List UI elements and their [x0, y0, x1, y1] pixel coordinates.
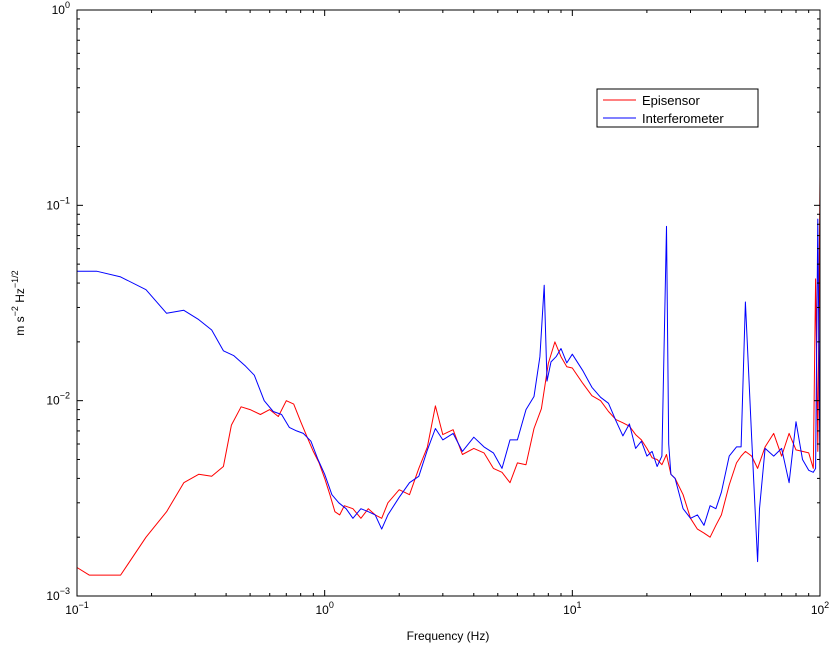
- x-tick-label-exp: −1: [79, 600, 89, 610]
- x-axis-label: Frequency (Hz): [407, 629, 490, 643]
- x-tick-label: 100: [315, 600, 333, 617]
- x-tick-label-exp: 0: [329, 600, 334, 610]
- series-line-episensor: [76, 176, 821, 576]
- x-tick-label-base: 10: [315, 603, 329, 617]
- y-tick-label: 10−1: [46, 195, 70, 212]
- y-axis-label-exp2: −1/2: [10, 270, 20, 288]
- y-tick-label-base: 10: [52, 3, 66, 17]
- x-tick-label-base: 10: [811, 603, 825, 617]
- y-axis-label-exp1: −2: [10, 306, 20, 316]
- y-axis-label-base: m s: [13, 316, 27, 335]
- x-tick-label: 102: [811, 600, 829, 617]
- y-tick-label-base: 10: [46, 198, 60, 212]
- y-tick-label-exp: −2: [60, 391, 70, 401]
- y-tick-label-exp: 0: [65, 0, 70, 10]
- x-tick-label: 101: [563, 600, 581, 617]
- legend: Episensor Interferometer: [596, 88, 759, 128]
- y-tick-label-exp: −1: [60, 195, 70, 205]
- y-tick-label-base: 10: [46, 589, 60, 603]
- x-tick-label: 10−1: [65, 600, 89, 617]
- x-tick-label-exp: 2: [824, 600, 829, 610]
- y-axis-label-mid: Hz: [13, 288, 27, 306]
- series-line-interferometer: [77, 218, 821, 563]
- x-tick-label-exp: 1: [577, 600, 582, 610]
- legend-label-episensor: Episensor: [642, 93, 700, 108]
- y-tick-label: 10−3: [46, 586, 70, 603]
- plot-frame: [76, 9, 821, 597]
- series-group: [76, 176, 821, 576]
- y-tick-label-exp: −3: [60, 586, 70, 596]
- legend-box: [596, 88, 759, 128]
- legend-label-interferometer: Interferometer: [642, 111, 724, 126]
- x-tick-label-base: 10: [563, 603, 577, 617]
- y-tick-label: 10−2: [46, 391, 70, 408]
- y-axis-label: m s−2 Hz−1/2: [10, 270, 27, 335]
- y-tick-label: 100: [52, 0, 70, 17]
- x-tick-label-base: 10: [65, 603, 79, 617]
- y-tick-label-base: 10: [46, 394, 60, 408]
